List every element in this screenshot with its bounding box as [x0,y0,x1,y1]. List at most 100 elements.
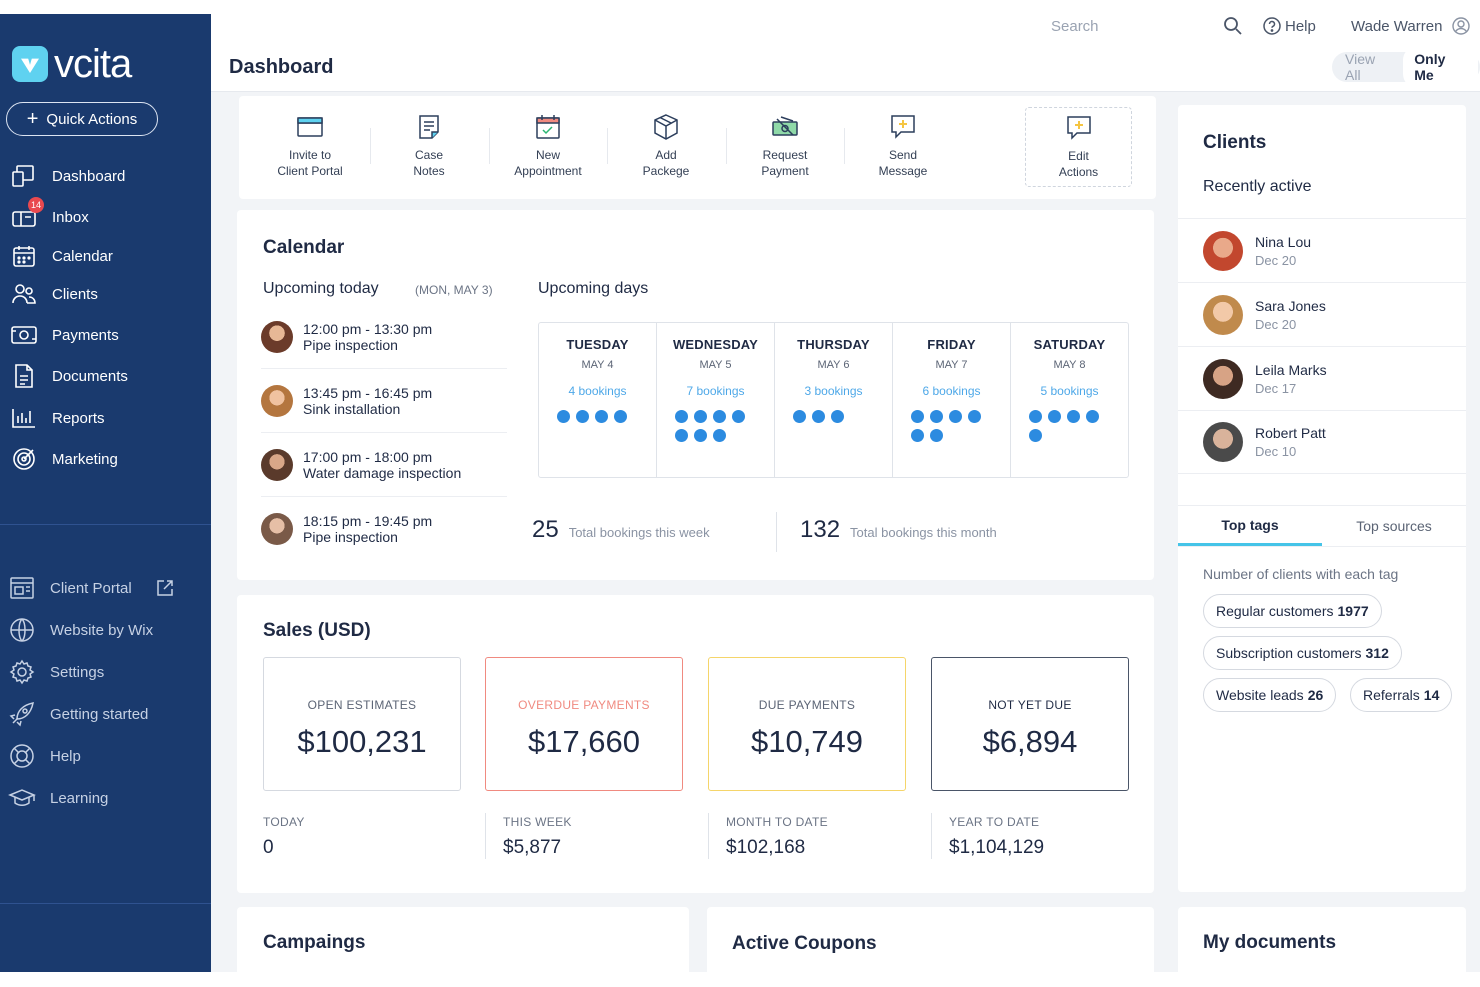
search-bar[interactable]: Search [1043,14,1243,38]
sidebar-item-settings[interactable]: Settings [8,658,104,686]
appointment-time: 18:15 pm - 19:45 pm [303,513,433,529]
day-bookings-link[interactable]: 6 bookings [922,384,981,398]
day-column-friday[interactable]: FRIDAY MAY 7 6 bookings [893,323,1011,477]
action-label: Edit [1068,149,1089,163]
appointment-title: Sink installation [303,400,401,417]
client-name: Robert Patt [1255,425,1326,441]
tag-chip[interactable]: Website leads 26 [1203,678,1337,712]
sidebar-item-client-portal[interactable]: Client Portal [8,574,174,602]
help-button[interactable]: Help [1263,14,1316,38]
action-label: New [535,148,560,162]
booking-dot [693,429,707,442]
week-bookings-stat: 25 Total bookings this week [532,516,710,544]
day-bookings-link[interactable]: 3 bookings [804,384,863,398]
action-label: Notes [413,164,445,178]
appointment-item[interactable]: 17:00 pm - 18:00 pm Water damage inspecti… [261,433,507,497]
sales-title: Sales (USD) [263,620,371,641]
booking-dot [594,410,608,423]
only-me-option[interactable]: Only Me [1403,46,1478,88]
sidebar-item-marketing[interactable]: Marketing [10,445,118,473]
day-date: MAY 8 [1053,359,1086,371]
quick-actions-button[interactable]: + Quick Actions [6,102,158,136]
client-avatar [261,384,293,417]
period-divider [708,813,709,859]
search-icon[interactable] [1223,16,1243,36]
add-package-action[interactable]: Add Packege [607,96,725,199]
upcoming-days-heading: Upcoming days [538,280,649,297]
due-payments-tile[interactable]: DUE PAYMENTS $10,749 [708,657,906,791]
client-avatar [1203,230,1243,271]
sidebar-item-help[interactable]: Help [8,742,81,770]
tab-top-tags[interactable]: Top tags [1178,506,1322,546]
send-message-action[interactable]: Send Message [844,96,962,199]
day-bookings-link[interactable]: 5 bookings [1040,384,1099,398]
vcita-logo[interactable]: vcita [12,44,132,84]
period-divider [485,813,486,859]
client-row[interactable]: Nina Lou Dec 20 [1178,218,1466,282]
sidebar-item-label: Reports [52,409,105,427]
sidebar-item-documents[interactable]: Documents [10,362,128,390]
sidebar-item-inbox[interactable]: 14 Inbox [10,197,89,231]
sidebar-item-dashboard[interactable]: Dashboard [10,162,125,190]
action-divider [607,128,608,164]
appointment-item[interactable]: 18:15 pm - 19:45 pm Pipe inspection [261,497,507,561]
client-row[interactable]: Leila Marks Dec 17 [1178,346,1466,410]
tag-chip[interactable]: Referrals 14 [1350,678,1453,712]
booking-dot [674,410,688,423]
period-divider [931,813,932,859]
appointment-item[interactable]: 13:45 pm - 16:45 pm Sink installation [261,369,507,433]
month-bookings-stat: 132 Total bookings this month [800,516,997,544]
sidebar-item-learning[interactable]: Learning [8,784,108,812]
day-date: MAY 4 [581,359,614,371]
appointment-item[interactable]: 12:00 pm - 13:30 pm Pipe inspection [261,305,507,369]
tab-top-sources[interactable]: Top sources [1356,518,1432,534]
action-label: Appointment [514,164,582,178]
client-name: Leila Marks [1255,361,1327,378]
client-row[interactable]: Robert Patt Dec 10 [1178,410,1466,474]
invite-client-portal-action[interactable]: Invite to Client Portal [251,96,369,199]
day-bookings-link[interactable]: 7 bookings [686,384,745,398]
new-appointment-action[interactable]: New Appointment [489,96,607,199]
day-name: WEDNESDAY [672,337,759,352]
day-date: MAY 7 [935,359,968,371]
search-input[interactable]: Search [1051,17,1099,35]
client-row[interactable]: Sara Jones Dec 20 [1178,282,1466,346]
day-name: SATURDAY [1033,337,1106,352]
overdue-payments-tile[interactable]: OVERDUE PAYMENTS $17,660 [485,657,683,791]
sidebar-item-reports[interactable]: Reports [10,404,105,432]
calendar-icon [10,242,38,270]
edit-actions-action[interactable]: Edit Actions [1025,107,1132,187]
sidebar-item-label: Help [50,747,81,765]
view-all-option[interactable]: View All [1345,51,1376,83]
open-estimates-tile[interactable]: OPEN ESTIMATES $100,231 [263,657,461,791]
client-avatar [261,513,293,545]
sidebar-item-label: Payments [52,326,119,344]
gear-icon [8,658,36,686]
upcoming-today-heading: Upcoming today [263,280,379,297]
tag-chip[interactable]: Subscription customers 312 [1203,636,1402,670]
day-column-tuesday[interactable]: TUESDAY MAY 4 4 bookings [539,323,657,477]
day-column-wednesday[interactable]: WEDNESDAY MAY 5 7 bookings [657,323,775,477]
inbox-icon: 14 [10,197,44,231]
user-menu[interactable]: Wade Warren [1351,14,1471,38]
tag-chip[interactable]: Regular customers 1977 [1203,594,1382,628]
view-toggle[interactable]: View All Only Me [1332,46,1480,88]
sidebar-item-calendar[interactable]: Calendar [10,242,113,270]
period-year-to-date: YEAR TO DATE $1,104,129 [949,815,1149,859]
case-notes-action[interactable]: Case Notes [370,96,488,199]
day-column-saturday[interactable]: SATURDAY MAY 8 5 bookings [1011,323,1128,477]
action-divider [370,128,371,164]
sidebar-item-clients[interactable]: Clients [10,280,98,308]
tile-label: OPEN ESTIMATES [307,698,417,712]
external-link-icon[interactable] [156,579,174,597]
day-bookings-link[interactable]: 4 bookings [568,384,627,398]
booking-dot [929,410,943,423]
sidebar-item-getting-started[interactable]: Getting started [8,700,148,728]
sales-card: Sales (USD) OPEN ESTIMATES $100,231 OVER… [237,595,1154,893]
sidebar-item-payments[interactable]: Payments [10,321,119,349]
sidebar-item-website[interactable]: Website by Wix [8,616,153,644]
day-column-thursday[interactable]: THURSDAY MAY 6 3 bookings [775,323,893,477]
package-box-icon [654,114,678,140]
request-payment-action[interactable]: Request Payment [726,96,844,199]
not-yet-due-tile[interactable]: NOT YET DUE $6,894 [931,657,1129,791]
